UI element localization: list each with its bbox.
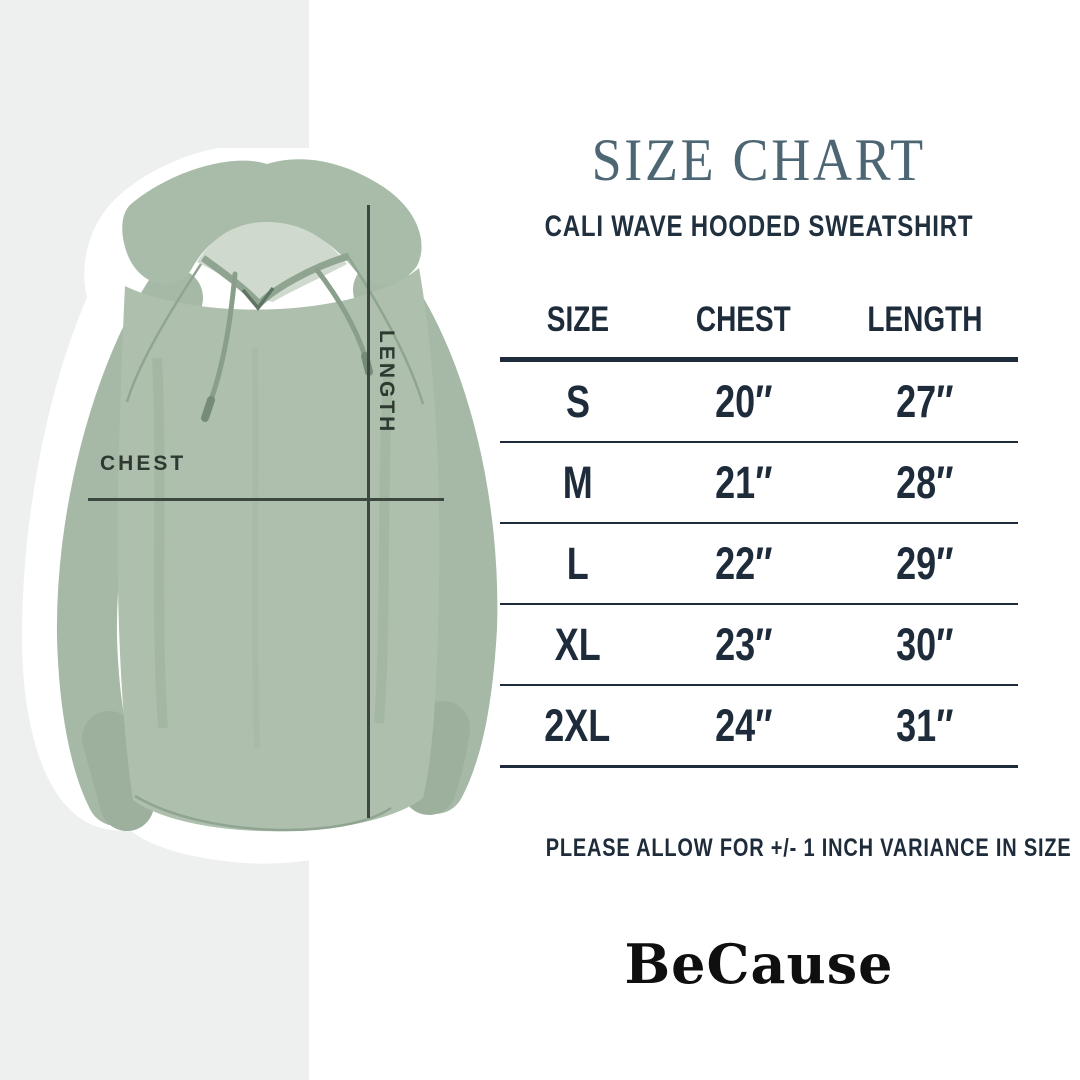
hem-stitch: [134, 794, 392, 832]
table-row: M 21″ 28″: [500, 443, 1018, 524]
right-drawstring: [314, 267, 368, 359]
v-notch: [241, 286, 275, 311]
left-drawstring: [208, 271, 238, 403]
length-value: 29″: [896, 537, 954, 589]
size-value: XL: [554, 618, 601, 670]
size-value: L: [566, 537, 589, 589]
size-table: SIZE CHEST LENGTH S 20″ 27″ M 21″ 28″ L …: [500, 283, 1018, 768]
table-row: 2XL 24″ 31″: [500, 686, 1018, 768]
length-value: 27″: [896, 375, 954, 427]
chest-value: 22″: [714, 537, 773, 589]
page-title: SIZE CHART: [591, 127, 927, 193]
chest-value: 20″: [714, 375, 773, 427]
size-table-header-row: SIZE CHEST LENGTH: [500, 283, 1018, 362]
chest-value: 24″: [714, 699, 773, 751]
chest-measure-line: [88, 498, 444, 501]
size-value: M: [562, 456, 593, 508]
size-value: S: [565, 375, 590, 427]
hoodie-body: [117, 268, 440, 832]
column-header-length: LENGTH: [867, 300, 983, 339]
length-value: 28″: [896, 456, 954, 508]
length-value: 31″: [896, 699, 954, 751]
size-chart-panel: SIZE CHART CALI WAVE HOODED SWEATSHIRT S…: [480, 0, 1072, 1080]
page-subtitle: CALI WAVE HOODED SWEATSHIRT: [544, 210, 974, 243]
column-header-size: SIZE: [546, 300, 609, 339]
table-row: XL 23″ 30″: [500, 605, 1018, 686]
hoodie-product-image: [22, 148, 511, 864]
length-measure-line: [367, 205, 370, 818]
column-header-chest: CHEST: [695, 300, 791, 339]
length-measure-label: LENGTH: [375, 330, 398, 435]
chest-value: 21″: [714, 456, 773, 508]
brand-logo: BeCause: [624, 932, 894, 996]
right-cuff: [402, 701, 470, 815]
length-value: 30″: [896, 618, 954, 670]
table-row: L 22″ 29″: [500, 524, 1018, 605]
chest-value: 23″: [714, 618, 773, 670]
left-cuff: [82, 711, 154, 831]
table-row: S 20″ 27″: [500, 362, 1018, 443]
chest-measure-label: CHEST: [100, 452, 187, 475]
size-value: 2XL: [544, 699, 611, 751]
variance-note: PLEASE ALLOW FOR +/- 1 INCH VARIANCE IN …: [545, 834, 1072, 862]
